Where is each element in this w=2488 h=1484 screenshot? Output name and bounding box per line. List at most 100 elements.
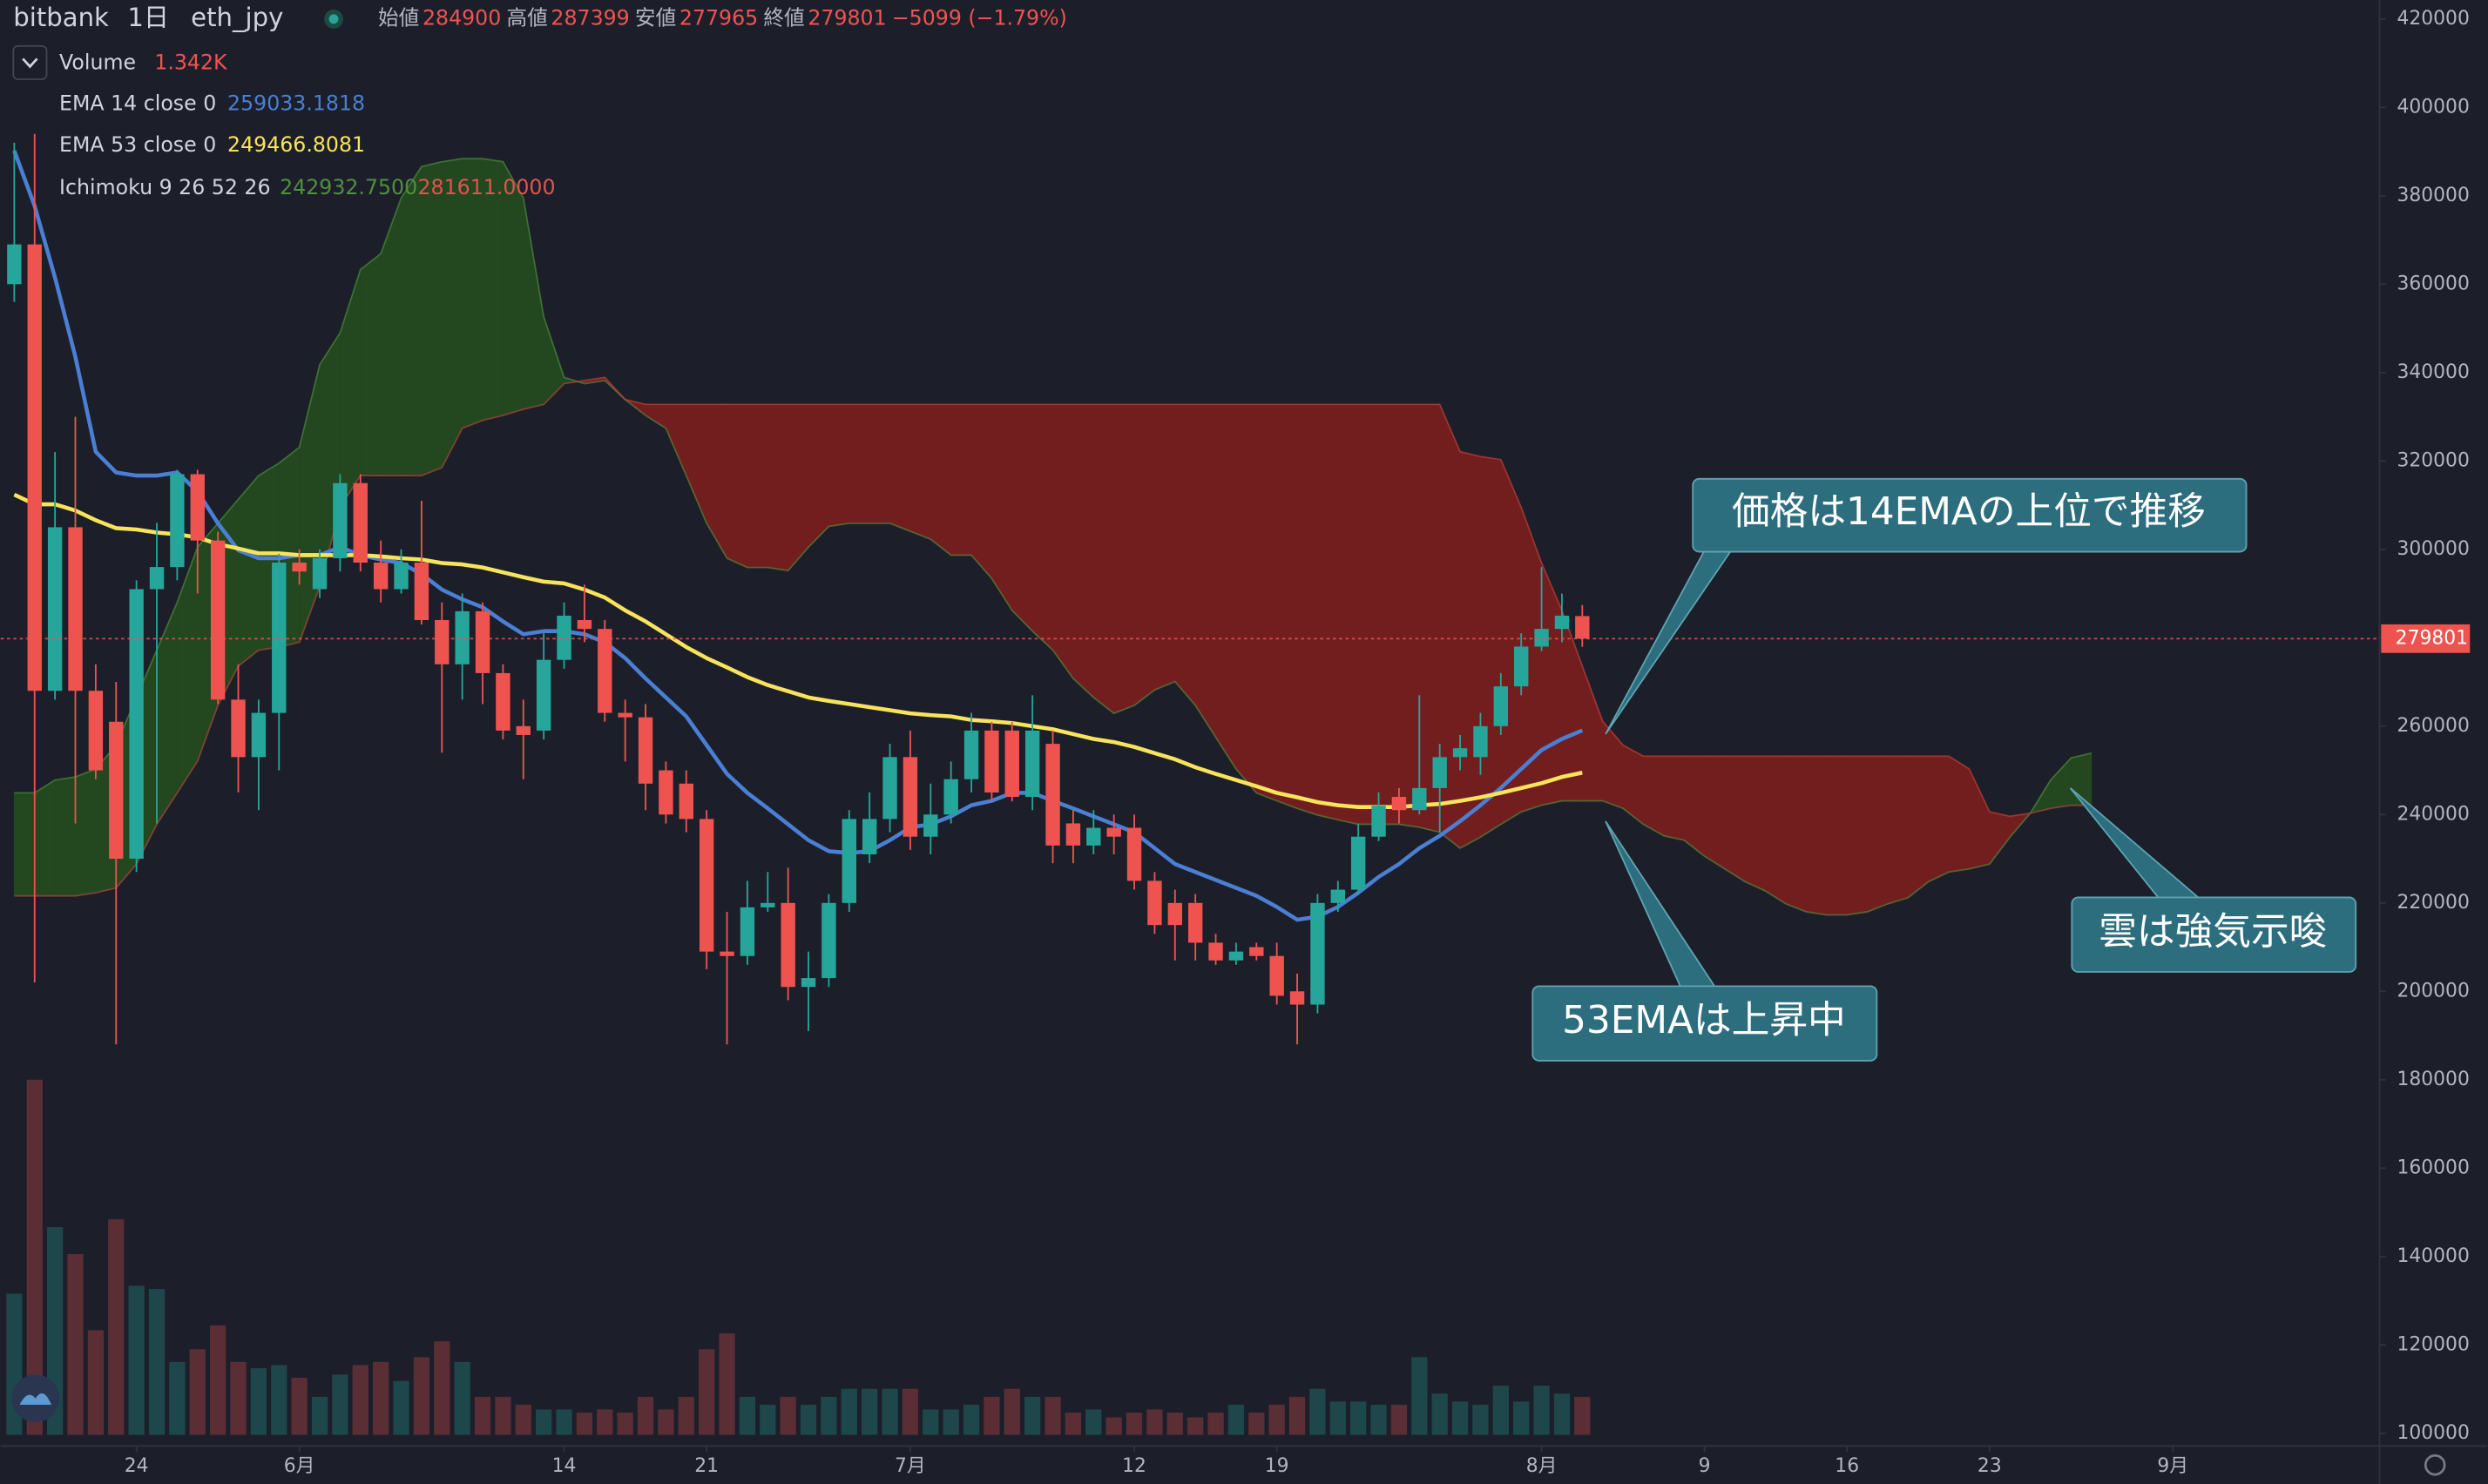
symbol[interactable]: eth_jpy [191, 3, 283, 32]
volume-bar [1268, 1404, 1285, 1435]
y-tick-label: 180000 [2397, 1069, 2470, 1090]
volume-bar [1329, 1401, 1346, 1435]
volume-bar [678, 1396, 694, 1435]
x-tick-label: 14 [552, 1455, 577, 1477]
candle-body [47, 527, 63, 691]
volume-bar [1248, 1413, 1265, 1435]
legend-ema53[interactable]: EMA 53 close 0 [59, 132, 216, 157]
candle-body [1473, 725, 1488, 758]
close-label: 終値 [763, 5, 804, 30]
candle-body [943, 779, 958, 815]
y-tick-label: 320000 [2397, 449, 2470, 471]
candle-body [923, 814, 938, 837]
candle-body [842, 819, 856, 903]
callout-text: 価格は14EMAの上位で推移 [1732, 489, 2206, 534]
legend-span-a-value: 242932.7500 [280, 175, 417, 199]
legend-ema14[interactable]: EMA 14 close 0 [59, 91, 216, 116]
legend-span-b-value: 281611.0000 [418, 175, 556, 199]
candle-body [740, 907, 755, 956]
cloud-segment [1683, 755, 1706, 858]
candle-body [1187, 902, 1203, 943]
legend-ichimoku[interactable]: Ichimoku 9 26 52 26 [59, 175, 270, 199]
cloud-segment [1398, 403, 1420, 828]
candle-body [210, 540, 226, 700]
volume-bar [658, 1409, 674, 1435]
volume-bar [1370, 1404, 1387, 1435]
candle-body [781, 902, 795, 988]
volume-bar [637, 1396, 654, 1435]
cloud-segment [74, 768, 97, 897]
candle-body [88, 691, 104, 771]
candle-body [373, 563, 389, 590]
cloud-segment [421, 161, 443, 476]
cloud-segment [726, 403, 748, 569]
volume-bar [902, 1388, 919, 1435]
volume-bar [1045, 1396, 1061, 1435]
volume-bar [800, 1404, 817, 1435]
cloud-segment [1215, 403, 1237, 771]
cloud-segment [747, 403, 768, 569]
volume-bar [1227, 1404, 1245, 1435]
cloud-segment [1357, 403, 1380, 826]
candle-body [414, 563, 429, 621]
volume-bar [1472, 1404, 1489, 1435]
cloud-segment [848, 403, 870, 524]
volume-bar [1411, 1357, 1428, 1435]
cloud-segment [1704, 755, 1726, 870]
candle-body [394, 563, 409, 590]
candle-body [149, 567, 165, 590]
volume-bar [1431, 1393, 1448, 1435]
candle-body [1167, 902, 1182, 926]
volume-bar [760, 1404, 776, 1435]
volume-bar [454, 1361, 470, 1435]
volume-bar [169, 1361, 186, 1435]
cloud-segment [1663, 755, 1685, 841]
x-tick-label: 9 [1699, 1455, 1711, 1477]
logo-icon [19, 1393, 51, 1405]
last-price-label: 279801 [2396, 627, 2468, 649]
ema-line [13, 492, 1583, 809]
legend-volume[interactable]: Volume [59, 50, 136, 74]
interval[interactable]: 1日 [127, 3, 169, 32]
collapse-button[interactable] [12, 44, 48, 80]
candle-body [353, 482, 368, 563]
y-tick-label: 240000 [2397, 803, 2470, 825]
candle-body [659, 770, 673, 815]
x-tick-label: 6月 [284, 1455, 315, 1477]
cloud-segment [1805, 755, 1828, 916]
cloud-segment [1052, 403, 1074, 680]
candle-body [984, 730, 999, 793]
cloud-segment [930, 403, 952, 556]
candle-body [496, 672, 510, 731]
x-tick-label: 21 [694, 1455, 719, 1477]
y-tick-label: 380000 [2397, 185, 2470, 206]
y-tick-label: 120000 [2397, 1333, 2470, 1355]
candle-body [68, 527, 83, 691]
chevron-icon [22, 57, 38, 69]
volume-bar [1187, 1417, 1204, 1435]
volume-bar [67, 1254, 84, 1435]
candle-body [1106, 827, 1121, 837]
candle-body [1269, 955, 1284, 996]
y-tick-label: 100000 [2397, 1422, 2470, 1444]
candle-body [1452, 748, 1468, 758]
candle-body [7, 244, 22, 285]
candle-body [109, 721, 124, 860]
cloud-segment [970, 403, 992, 580]
settings-icon[interactable] [2424, 1454, 2446, 1476]
cloud-segment [1907, 755, 1930, 899]
cloud-segment [13, 792, 36, 897]
candle-body [1350, 836, 1366, 890]
cloud-segment [1337, 403, 1359, 826]
cloud-segment [1174, 403, 1196, 707]
candle-body [1208, 942, 1223, 961]
volume-bar [943, 1409, 959, 1435]
candle-body [1330, 889, 1346, 903]
volume-bar [393, 1380, 409, 1435]
cloud-segment [808, 403, 829, 549]
cloud-segment [1459, 450, 1481, 849]
y-tick-label: 260000 [2397, 715, 2470, 737]
x-tick-label: 8月 [1526, 1455, 1558, 1477]
candle-body [312, 557, 328, 590]
